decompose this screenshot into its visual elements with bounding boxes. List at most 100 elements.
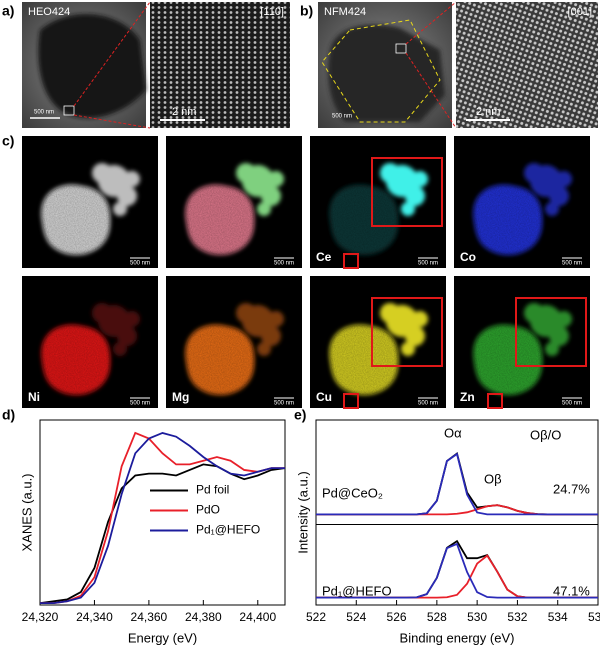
scale-bar-label: 500 nm [274,401,294,407]
element-label: Ce [316,250,332,264]
x-tick-label: 530 [467,610,487,624]
element-label: Zn [460,390,475,404]
zoom-line [73,1,151,107]
annotation: Pd@CeO₂ [322,485,383,500]
x-tick-label: 24,320 [22,610,59,624]
x-tick-label: 532 [507,610,527,624]
scale-bar-label: 500 nm [34,110,54,116]
zoom-line [73,114,151,129]
x-tick-label: 24,400 [239,610,276,624]
zoom-box [63,105,75,116]
scale-bar-label: 500 nm [274,261,294,267]
x-tick-label: 528 [427,610,447,624]
texture [185,324,255,395]
x-axis-label: Energy (eV) [128,630,197,645]
eds-tile: 500 nm Co [454,136,590,268]
scale-bar-label: 500 nm [562,261,582,267]
element-label: Mg [172,390,189,404]
series-line [39,463,286,605]
zone-axis: [001] [568,6,592,18]
scale-bar-label: 500 nm [332,114,352,120]
particle [328,24,445,122]
hrtem-image [150,2,290,128]
panel-b: b) NFM424 500 nm [001] 2 nm [300,1,598,129]
x-tick-label: 524 [346,610,366,624]
panel-label: b) [300,3,313,19]
annotation: Oβ/O [530,427,561,442]
series-line [40,432,285,605]
x-tick-label: 24,340 [76,610,113,624]
scale-bar-label: 500 nm [130,401,150,407]
series-line [316,452,598,516]
y-axis-label: XANES (a.u.) [19,473,34,551]
image-label: HEO424 [28,6,70,18]
zoom-line [405,52,457,129]
element-label: Cu [316,390,332,404]
panel-label: a) [2,3,14,19]
x-tick-label: 522 [306,610,326,624]
scale-bar-label: 2 nm [476,106,500,118]
eds-tile: 500 nm Zn [454,276,590,409]
zoom-box [395,43,407,54]
panel-a: a) HEO424 500 nm [110] 2 nm [2,1,290,129]
scale-bar-label: 500 nm [130,261,150,267]
plot-frame [39,419,286,606]
region-box [371,157,443,227]
eds-tile: 500 nm Cu [310,276,446,409]
scale-bar-label: 500 nm [418,401,438,407]
x-tick-label: 24,360 [131,610,168,624]
zone-axis: [110] [260,6,284,18]
x-tick-label: 536 [588,610,600,624]
eds-tile: 500 nm Ni [22,276,158,408]
panel-label: c) [2,133,14,149]
annotation: Oα [444,425,462,440]
annotation: Oβ [484,471,502,486]
y-axis-label: Intensity (a.u.) [295,471,310,553]
hrtem-image [456,2,598,128]
eds-tile: 500 nm [22,136,158,268]
particle [38,13,146,119]
annotation: 24.7% [553,481,590,496]
series-line [40,431,285,605]
texture [473,324,543,395]
region-box [343,253,359,269]
charts: 24,320 24,340 24,360 24,380 24,400 Energy (eV… [2,407,600,646]
texture [41,324,111,395]
panel-label: d) [2,407,15,423]
texture [329,324,399,395]
element-label: Co [460,250,476,264]
scale-bar-label: 500 nm [562,401,582,407]
image-label: NFM424 [324,6,366,18]
legend-label: PdO [196,503,220,517]
scale-bar-label: 500 nm [418,261,438,267]
scale-bar-label: 2 nm [172,106,196,118]
element-label: Ni [28,390,40,404]
x-tick-label: 534 [548,610,568,624]
plot-frame [315,419,599,606]
region-box [343,393,359,409]
annotation: 47.1% [553,583,590,598]
x-tick-label: 526 [387,610,407,624]
region-box [487,393,503,409]
eds-tile: 500 nm Ce [310,136,446,269]
series-line [316,504,598,516]
eds-tile: 500 nm Mg [166,276,302,408]
region-box [371,297,443,367]
annotation: Pd₁@HEFO [322,583,392,598]
legend-label: Pd₁@HEFO [196,523,260,537]
legend-label: Pd foil [196,483,229,497]
x-tick-label: 24,380 [185,610,222,624]
panel-label: e) [294,407,306,423]
texture [329,184,399,255]
texture [41,184,111,255]
facet-outline [321,19,441,123]
region-box [515,297,587,367]
x-axis-label: Binding energy (eV) [400,630,515,645]
texture [473,184,543,255]
texture [185,184,255,255]
series-line [316,542,598,599]
eds-tile: 500 nm [166,136,302,268]
